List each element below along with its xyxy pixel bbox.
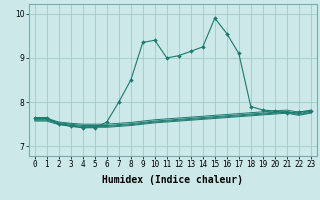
X-axis label: Humidex (Indice chaleur): Humidex (Indice chaleur) <box>102 175 243 185</box>
